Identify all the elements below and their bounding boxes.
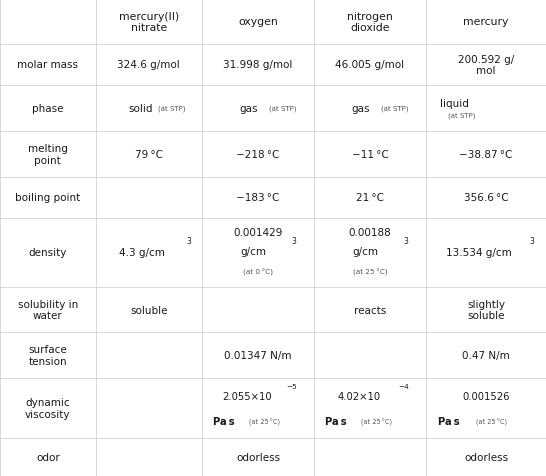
Text: g/cm: g/cm bbox=[352, 247, 378, 257]
Text: odorless: odorless bbox=[236, 452, 280, 462]
Text: g/cm: g/cm bbox=[240, 247, 266, 257]
Text: reacts: reacts bbox=[354, 305, 386, 315]
Text: 0.00188: 0.00188 bbox=[348, 228, 391, 238]
Text: molar mass: molar mass bbox=[17, 60, 78, 70]
Text: solubility in
water: solubility in water bbox=[17, 299, 78, 321]
Text: liquid: liquid bbox=[440, 99, 469, 109]
Text: Pa s: Pa s bbox=[438, 416, 460, 426]
Text: dynamic
viscosity: dynamic viscosity bbox=[25, 397, 70, 419]
Text: 4.3 g/cm: 4.3 g/cm bbox=[120, 248, 165, 258]
Text: (at STP): (at STP) bbox=[269, 106, 296, 112]
Text: 79 °C: 79 °C bbox=[135, 149, 163, 159]
Text: 0.001526: 0.001526 bbox=[462, 391, 509, 401]
Text: (at 25 °C): (at 25 °C) bbox=[361, 417, 392, 425]
Text: 31.998 g/mol: 31.998 g/mol bbox=[223, 60, 293, 70]
Text: boiling point: boiling point bbox=[15, 193, 80, 203]
Text: −38.87 °C: −38.87 °C bbox=[459, 149, 513, 159]
Text: 200.592 g/
mol: 200.592 g/ mol bbox=[458, 55, 514, 76]
Text: 3: 3 bbox=[187, 236, 192, 245]
Text: 0.001429: 0.001429 bbox=[233, 228, 283, 238]
Text: (at STP): (at STP) bbox=[381, 106, 408, 112]
Text: 46.005 g/mol: 46.005 g/mol bbox=[335, 60, 405, 70]
Text: 3: 3 bbox=[292, 237, 296, 246]
Text: (at STP): (at STP) bbox=[448, 112, 475, 119]
Text: 13.534 g/cm: 13.534 g/cm bbox=[446, 248, 512, 258]
Text: mercury: mercury bbox=[463, 17, 509, 27]
Text: 0.47 N/m: 0.47 N/m bbox=[462, 350, 510, 360]
Text: phase: phase bbox=[32, 104, 63, 114]
Text: density: density bbox=[28, 248, 67, 258]
Text: melting
point: melting point bbox=[28, 144, 68, 165]
Text: solid: solid bbox=[128, 104, 152, 114]
Text: surface
tension: surface tension bbox=[28, 345, 67, 366]
Text: 0.01347 N/m: 0.01347 N/m bbox=[224, 350, 292, 360]
Text: 3: 3 bbox=[403, 237, 408, 246]
Text: 356.6 °C: 356.6 °C bbox=[464, 193, 508, 203]
Text: (at STP): (at STP) bbox=[158, 106, 186, 112]
Text: 4.02×10: 4.02×10 bbox=[337, 391, 380, 401]
Text: 2.055×10: 2.055×10 bbox=[222, 391, 271, 401]
Text: (at 25 °C): (at 25 °C) bbox=[249, 417, 280, 425]
Text: −4: −4 bbox=[398, 384, 409, 390]
Text: Pa s: Pa s bbox=[325, 416, 347, 426]
Text: 324.6 g/mol: 324.6 g/mol bbox=[117, 60, 180, 70]
Text: mercury(II)
nitrate: mercury(II) nitrate bbox=[118, 11, 179, 33]
Text: odor: odor bbox=[36, 452, 60, 462]
Text: slightly
soluble: slightly soluble bbox=[467, 299, 505, 321]
Text: oxygen: oxygen bbox=[238, 17, 278, 27]
Text: −218 °C: −218 °C bbox=[236, 149, 280, 159]
Text: (at 25 °C): (at 25 °C) bbox=[476, 417, 507, 425]
Text: gas: gas bbox=[352, 104, 370, 114]
Text: 3: 3 bbox=[529, 236, 534, 245]
Text: nitrogen
dioxide: nitrogen dioxide bbox=[347, 11, 393, 33]
Text: (at 25 °C): (at 25 °C) bbox=[353, 268, 387, 276]
Text: 21 °C: 21 °C bbox=[356, 193, 384, 203]
Text: −183 °C: −183 °C bbox=[236, 193, 280, 203]
Text: −5: −5 bbox=[286, 384, 297, 390]
Text: gas: gas bbox=[240, 104, 258, 114]
Text: (at 0 °C): (at 0 °C) bbox=[243, 268, 273, 276]
Text: Pa s: Pa s bbox=[213, 416, 235, 426]
Text: odorless: odorless bbox=[464, 452, 508, 462]
Text: soluble: soluble bbox=[130, 305, 168, 315]
Text: −11 °C: −11 °C bbox=[352, 149, 388, 159]
